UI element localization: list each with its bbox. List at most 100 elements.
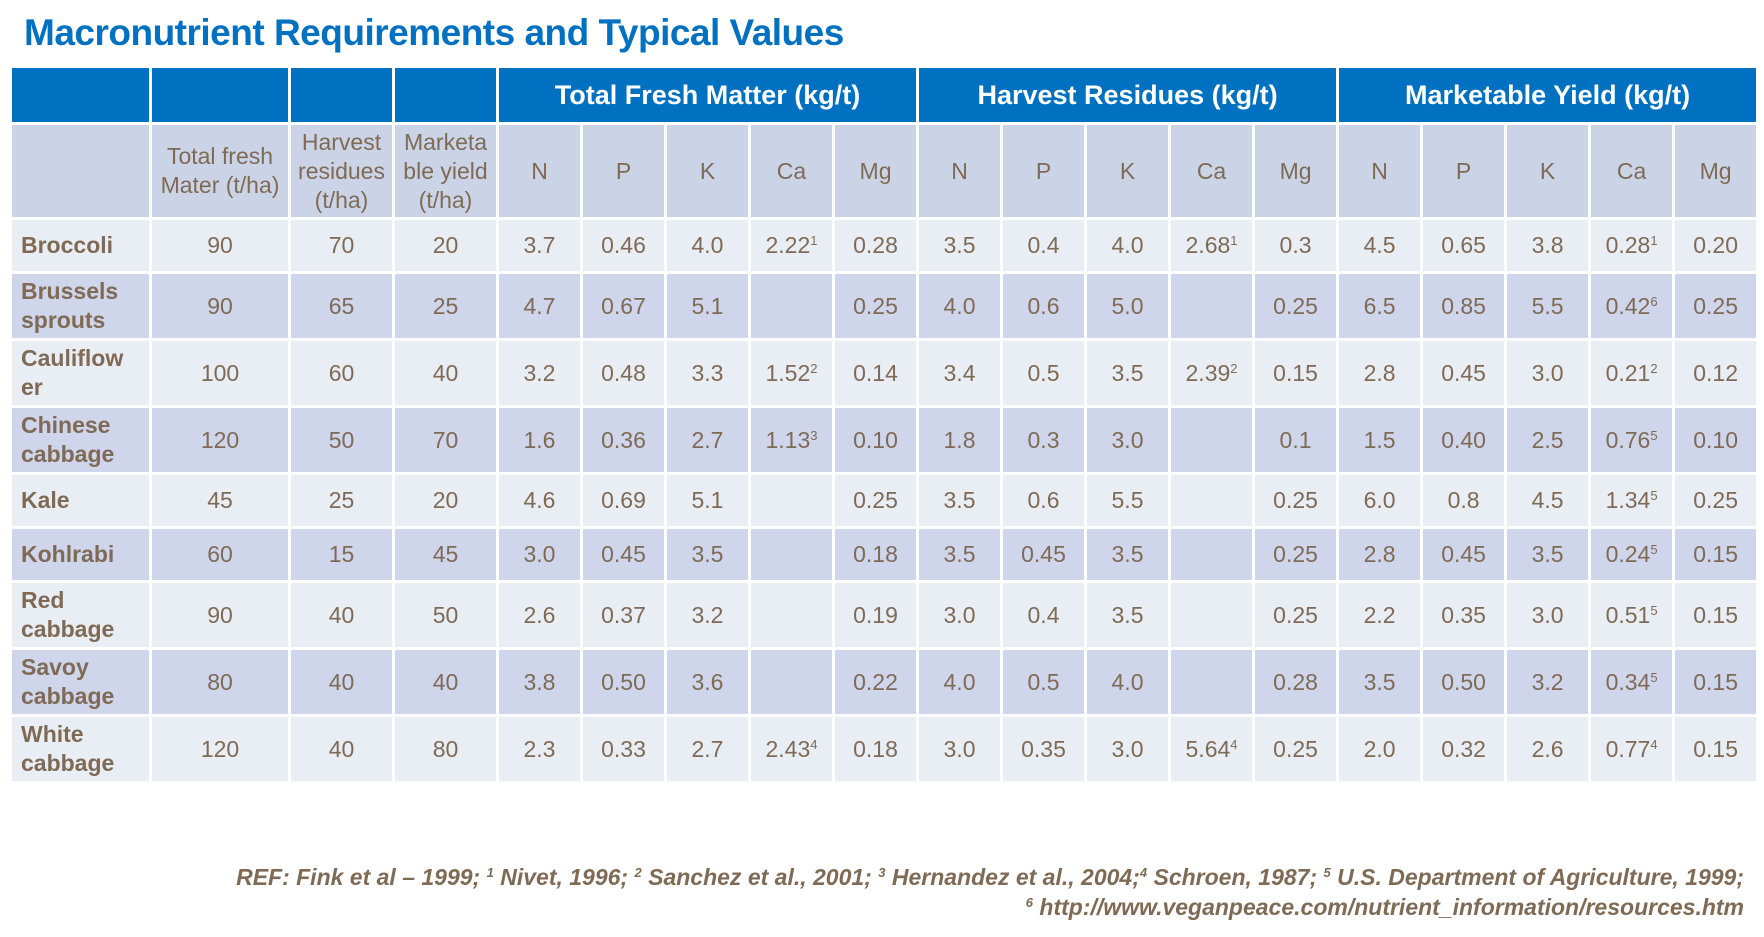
cell-value: 0.76 — [1605, 426, 1651, 453]
table-cell: 0.22 — [831, 647, 920, 717]
table-cell: 0.515 — [1588, 580, 1676, 650]
table-cell: 0.37 — [580, 580, 667, 650]
cell-value: 2.43 — [765, 735, 811, 762]
table-cell: 0.6 — [1000, 271, 1088, 341]
table-cell: 60 — [149, 526, 291, 583]
table-cell: 0.345 — [1588, 647, 1676, 717]
table-cell: 3.7 — [496, 217, 583, 274]
table-cell: 0.85 — [1420, 271, 1508, 341]
column-header: P — [580, 122, 667, 220]
crop-name: Broccoli — [9, 217, 152, 274]
table-cell: 2.8 — [1336, 338, 1424, 408]
table-cell: 50 — [392, 580, 499, 650]
table-cell: 3.4 — [916, 338, 1004, 408]
cell-value: 2.22 — [765, 232, 811, 258]
table-cell: 3.6 — [664, 647, 751, 717]
table-cell: 0.15 — [1252, 338, 1340, 408]
table-cell: 80 — [149, 647, 291, 717]
table-cell: 0.1 — [1252, 405, 1340, 475]
table-cell: 65 — [288, 271, 395, 341]
column-header: N — [916, 122, 1004, 220]
table-cell: 80 — [392, 714, 499, 784]
table-cell: 3.8 — [496, 647, 583, 717]
column-header: Mg — [1252, 122, 1340, 220]
column-header: Ca — [748, 122, 835, 220]
table-cell: 1.522 — [748, 338, 835, 408]
group-header-total-fresh-matter: Total Fresh Matter (kg/t) — [495, 65, 920, 125]
table-cell: 20 — [392, 217, 499, 274]
table-cell: 3.5 — [916, 472, 1004, 529]
table-cell: 4.0 — [916, 271, 1004, 341]
table-cell: 3.3 — [664, 338, 751, 408]
table-cell — [1168, 405, 1256, 475]
reference-text: Sanchez et al., 2001; — [641, 864, 879, 890]
table-cell: 0.25 — [831, 271, 920, 341]
table-cell: 0.36 — [580, 405, 667, 475]
table-cell: 4.6 — [496, 472, 583, 529]
cell-value: 0.42 — [1605, 292, 1651, 319]
column-header: K — [1084, 122, 1172, 220]
cell-value: 1.34 — [1605, 487, 1651, 513]
table-cell: 0.774 — [1588, 714, 1676, 784]
footnote-marker: 3 — [878, 865, 886, 880]
table-cell: 0.5 — [1000, 647, 1088, 717]
table-cell: 6.0 — [1336, 472, 1424, 529]
table-cell — [748, 647, 835, 717]
table-cell: 3.8 — [1504, 217, 1592, 274]
table-cell: 0.50 — [1420, 647, 1508, 717]
table-cell: 5.5 — [1084, 472, 1172, 529]
group-header-marketable-yield: Marketable Yield (kg/t) — [1336, 65, 1760, 125]
reference-text: Hernandez et al., 2004; — [885, 864, 1140, 890]
table-cell: 2.392 — [1168, 338, 1256, 408]
table-cell: 4.5 — [1336, 217, 1424, 274]
table-row: Brussels sprouts 90 65 25 4.7 0.67 5.1 0.25 4.0 0… — [9, 271, 1760, 341]
table-cell: 0.25 — [1252, 714, 1340, 784]
table-cell: 0.10 — [1672, 405, 1760, 475]
table-row: Kohlrabi 60 15 45 3.0 0.45 3.5 0.18 3.5 0.45 3.5 0.… — [9, 526, 1760, 583]
table-cell: 0.281 — [1588, 217, 1676, 274]
table-cell: 0.4 — [1000, 217, 1088, 274]
table-cell: 3.2 — [496, 338, 583, 408]
table-cell: 0.33 — [580, 714, 667, 784]
table-cell: 0.40 — [1420, 405, 1508, 475]
table-cell: 40 — [288, 580, 395, 650]
crop-name: Chinese cabbage — [9, 405, 152, 475]
footnote-marker: 5 — [1323, 865, 1331, 880]
table-cell: 40 — [392, 647, 499, 717]
table-cell: 0.25 — [1252, 271, 1340, 341]
footnote-marker: 2 — [1650, 360, 1658, 376]
cell-value: 0.77 — [1605, 735, 1651, 762]
table-cell: 0.45 — [580, 526, 667, 583]
table-cell: 120 — [149, 714, 291, 784]
table-cell: 0.35 — [1420, 580, 1508, 650]
column-header: Total fresh Mater (t/ha) — [149, 122, 291, 220]
table-cell: 0.45 — [1420, 526, 1508, 583]
table-cell: 4.5 — [1504, 472, 1592, 529]
table-cell: 3.5 — [1084, 526, 1172, 583]
table-cell: 2.3 — [496, 714, 583, 784]
table-cell: 0.12 — [1672, 338, 1760, 408]
table-row: Red cabbage 90 40 50 2.6 0.37 3.2 0.19 3.0 0.4 3.5… — [9, 580, 1760, 650]
table-cell: 2.5 — [1504, 405, 1592, 475]
table-cell: 100 — [149, 338, 291, 408]
cell-value: 0.21 — [1605, 359, 1651, 386]
table-cell: 0.5 — [1000, 338, 1088, 408]
reference-text: Schroen, 1987; — [1147, 864, 1324, 890]
column-header: N — [496, 122, 583, 220]
cell-value: 1.13 — [765, 426, 811, 453]
table-cell: 0.25 — [1252, 526, 1340, 583]
table-cell: 2.221 — [748, 217, 835, 274]
table-cell: 60 — [288, 338, 395, 408]
table-cell: 0.10 — [831, 405, 920, 475]
table-cell: 3.0 — [1084, 405, 1172, 475]
table-cell: 0.25 — [831, 472, 920, 529]
crop-name: White cabbage — [9, 714, 152, 784]
table-cell: 0.426 — [1588, 271, 1676, 341]
footnote-marker: 5 — [1650, 427, 1658, 443]
reference-line-1: REF: Fink et al – 1999; 1 Nivet, 1996; 2… — [236, 862, 1744, 892]
table-cell: 90 — [149, 271, 291, 341]
table-cell: 0.765 — [1588, 405, 1676, 475]
table-cell: 1.8 — [916, 405, 1004, 475]
header-blank — [392, 65, 499, 125]
column-header: P — [1420, 122, 1508, 220]
